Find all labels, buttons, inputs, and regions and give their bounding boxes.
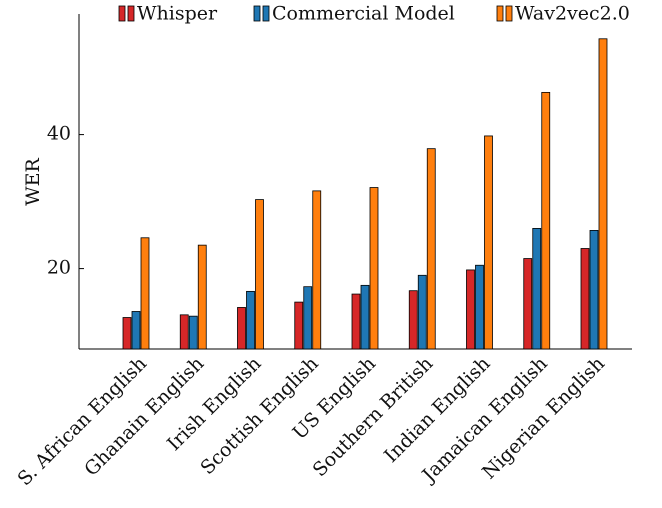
y-axis-label: WER xyxy=(22,157,44,205)
legend-label: Whisper xyxy=(137,3,218,25)
bar-commercial-model-6 xyxy=(475,264,484,350)
bar-commercial-model-0 xyxy=(131,311,141,350)
bar-whisper-6 xyxy=(466,269,475,350)
legend-swatch xyxy=(118,5,126,22)
bar-whisper-5 xyxy=(408,290,418,350)
bar-commercial-model-4 xyxy=(360,284,370,350)
bar-commercial-model-1 xyxy=(188,315,198,350)
legend-swatch xyxy=(505,5,513,22)
bar-whisper-7 xyxy=(523,258,533,350)
y-tick-label: 40 xyxy=(47,123,71,145)
bar-wav2vec2-0-2 xyxy=(255,199,264,350)
bar-whisper-8 xyxy=(580,248,590,350)
legend-swatch xyxy=(262,5,270,22)
bar-commercial-model-8 xyxy=(589,230,599,350)
bar-whisper-2 xyxy=(237,307,246,350)
bar-commercial-model-5 xyxy=(417,274,427,350)
legend-swatch xyxy=(253,5,261,22)
legend-swatch xyxy=(127,5,135,22)
bar-whisper-1 xyxy=(179,314,189,350)
bar-whisper-4 xyxy=(351,293,361,350)
bar-wav2vec2-0-4 xyxy=(369,187,379,350)
bar-wav2vec2-0-7 xyxy=(541,91,551,350)
legend: Whisper Commercial Model Wav2vec2.0 xyxy=(118,3,630,25)
bar-wav2vec2-0-3 xyxy=(312,190,322,350)
bars xyxy=(122,38,608,350)
bar-wav2vec2-0-5 xyxy=(426,148,436,350)
bar-commercial-model-7 xyxy=(532,227,542,350)
bar-wav2vec2-0-6 xyxy=(484,135,493,350)
bar-whisper-3 xyxy=(294,301,304,350)
bar-wav2vec2-0-1 xyxy=(197,244,207,350)
y-tick-label: 20 xyxy=(47,257,71,279)
legend-swatch xyxy=(496,5,504,22)
bar-commercial-model-3 xyxy=(303,286,313,350)
legend-label: Wav2vec2.0 xyxy=(515,3,630,25)
legend-label: Commercial Model xyxy=(272,3,455,25)
bar-wav2vec2-0-0 xyxy=(140,237,150,350)
bar-commercial-model-2 xyxy=(246,290,255,350)
bar-wav2vec2-0-8 xyxy=(598,38,608,350)
bar-whisper-0 xyxy=(122,317,132,350)
x-tick-label: Indian English xyxy=(380,353,495,468)
